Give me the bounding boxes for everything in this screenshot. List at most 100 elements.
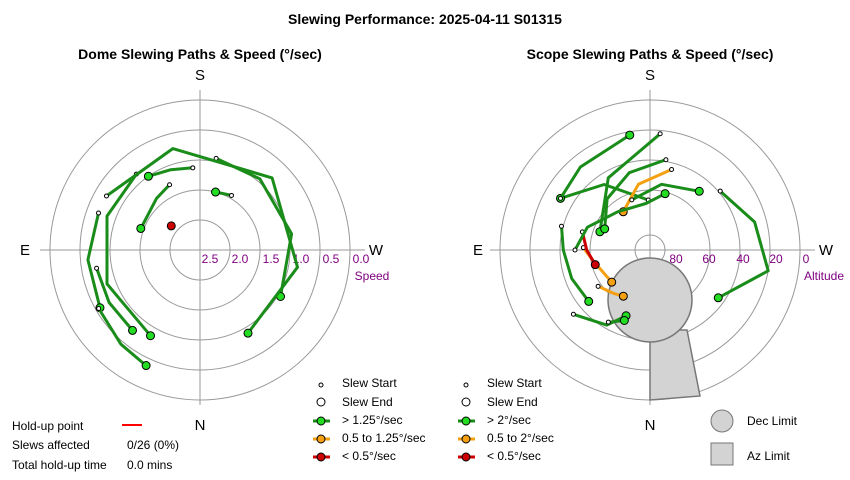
- dome-dir-e: E: [20, 242, 30, 259]
- slew-end-point: [166, 221, 176, 231]
- slew-path: [621, 168, 673, 213]
- legend-fast-marker: [461, 416, 471, 426]
- legend-slow-marker: [316, 452, 326, 462]
- dome-tick: 0.5: [323, 252, 340, 266]
- slew-start-point: [103, 193, 109, 199]
- slew-path: [717, 189, 770, 300]
- scope-dir-e: E: [473, 242, 483, 259]
- slew-path: [603, 158, 667, 230]
- dec-limit-swatch: [710, 409, 734, 433]
- slew-start-point: [558, 195, 564, 201]
- slew-end-point: [694, 186, 704, 196]
- dome-dir-w: W: [369, 242, 384, 259]
- scope-title: Scope Slewing Paths & Speed (°/sec): [527, 46, 774, 62]
- legend-slow: < 0.5°/sec: [487, 449, 541, 463]
- scope-tick: 0: [803, 252, 810, 266]
- legend-end: Slew End: [487, 395, 538, 409]
- legend-start: Slew Start: [487, 376, 542, 390]
- slew-start-point: [629, 197, 635, 203]
- slew-end-point: [600, 224, 610, 234]
- slew-end-point: [143, 171, 153, 181]
- slew-start-point: [96, 306, 102, 311]
- legend-end: Slew End: [342, 395, 393, 409]
- dome-tick: 1.5: [263, 252, 280, 266]
- legend-start-marker: [463, 382, 469, 388]
- legend-end-marker: [461, 397, 471, 407]
- dome-paths: [86, 147, 299, 371]
- dome-tick: 0.0: [353, 252, 370, 266]
- holdup-total-value: 0.0 mins: [127, 458, 172, 472]
- legend-dec-limit: Dec Limit: [747, 414, 798, 428]
- legend-slow: < 0.5°/sec: [342, 449, 396, 463]
- slew-start-point: [669, 167, 675, 173]
- slew-end-point: [243, 328, 253, 338]
- slew-start-point: [572, 247, 578, 253]
- slew-end-point: [146, 331, 155, 341]
- legend-fast-marker: [316, 416, 326, 426]
- slew-end-point: [590, 260, 600, 270]
- legend-medium: 0.5 to 1.25°/sec: [342, 431, 426, 445]
- scope-panel: Scope Slewing Paths & Speed (°/sec) S N …: [473, 46, 844, 434]
- holdup-slews-label: Slews affected: [12, 438, 90, 452]
- slew-end-point: [584, 296, 594, 306]
- legend-end-marker: [316, 397, 326, 407]
- scope-tick: 60: [702, 252, 716, 266]
- slew-path: [147, 166, 193, 178]
- legend-az-limit: Az Limit: [747, 449, 790, 463]
- legend-fast: > 1.25°/sec: [342, 413, 403, 427]
- slew-start-point: [94, 265, 100, 271]
- slew-start-point: [558, 223, 564, 229]
- scope-legend: Slew Start Slew End > 2°/sec 0.5 to 2°/s…: [458, 376, 798, 466]
- slew-end-point: [211, 187, 221, 197]
- scope-paths: [556, 130, 770, 327]
- slew-start-point: [663, 157, 669, 163]
- holdup-stats: Hold-up point Slews affected 0/26 (0%) T…: [12, 419, 179, 472]
- legend-start: Slew Start: [342, 376, 397, 390]
- legend-medium-marker: [316, 434, 326, 444]
- slew-path: [560, 226, 590, 303]
- slew-path: [572, 312, 627, 327]
- slew-path: [86, 212, 102, 309]
- holdup-total-label: Total hold-up time: [12, 458, 107, 472]
- holdup-slews-value: 0/26 (0%): [127, 438, 179, 452]
- slew-start-point: [605, 319, 611, 325]
- slew-path: [95, 267, 134, 332]
- chart-title: Slewing Performance: 2025-04-11 S01315: [288, 11, 562, 27]
- slew-start-point: [657, 131, 663, 137]
- az-limit-swatch: [710, 442, 734, 466]
- slew-path: [598, 132, 662, 233]
- slew-path: [139, 183, 171, 230]
- dome-legend: Slew Start Slew End > 1.25°/sec 0.5 to 1…: [313, 376, 426, 463]
- slew-path: [631, 182, 700, 202]
- slew-start-point: [96, 210, 102, 216]
- slew-start-point: [190, 165, 196, 171]
- slew-path: [580, 231, 597, 266]
- scope-radial-label: Altitude: [804, 269, 844, 283]
- slew-path: [97, 307, 148, 367]
- dome-radial-label: Speed: [355, 269, 390, 283]
- slew-start-point: [570, 311, 576, 317]
- legend-start-marker: [318, 382, 324, 388]
- slew-start-point: [717, 188, 723, 194]
- holdup-point-label: Hold-up point: [12, 419, 84, 433]
- slew-path: [105, 173, 152, 337]
- dome-title: Dome Slewing Paths & Speed (°/sec): [78, 46, 322, 62]
- legend-medium: 0.5 to 2°/sec: [487, 431, 554, 445]
- scope-dir-n: N: [645, 417, 656, 434]
- slew-end-point: [607, 277, 617, 287]
- slew-end-point: [618, 291, 628, 301]
- dome-dir-s: S: [195, 67, 205, 84]
- dome-panel: Dome Slewing Paths & Speed (°/sec) S N E…: [20, 46, 389, 434]
- slew-end-point: [128, 325, 138, 335]
- scope-tick: 40: [736, 252, 750, 266]
- scope-tick: 80: [669, 252, 683, 266]
- scope-dir-s: S: [645, 67, 655, 84]
- scope-tick: 20: [769, 252, 783, 266]
- slew-end-point: [141, 361, 151, 371]
- dome-tick: 2.0: [232, 252, 249, 266]
- dec-limit-region: [607, 257, 693, 343]
- slew-start-point: [167, 182, 173, 188]
- legend-slow-marker: [461, 452, 471, 462]
- slew-start-point: [229, 192, 234, 198]
